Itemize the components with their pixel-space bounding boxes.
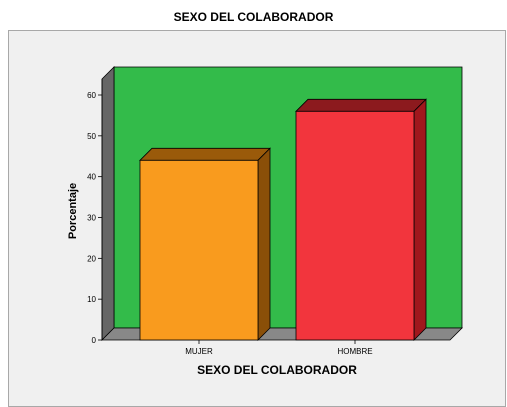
y-tick-label: 20 [87, 254, 96, 263]
y-tick-label: 30 [87, 214, 96, 223]
bar-mujer-top [139, 147, 271, 161]
x-axis-label: SEXO DEL COLABORADOR [197, 363, 357, 377]
y-tick-label: 10 [87, 295, 96, 304]
chart-title: SEXO DEL COLABORADOR [173, 10, 334, 24]
y-tick-label: 60 [87, 91, 96, 100]
y-tick-label: 0 [92, 336, 97, 345]
y-axis-label: Porcentaje [67, 183, 79, 239]
y-tick-label: 40 [87, 173, 96, 182]
y-tick-label: 50 [87, 132, 96, 141]
x-axis: MUJER HOMBRE [185, 340, 373, 356]
side-wall [101, 66, 115, 341]
x-tick-label-hombre: HOMBRE [337, 347, 372, 356]
bar-mujer [139, 159, 259, 341]
y-axis: 0 10 20 30 40 50 60 [87, 79, 103, 345]
x-tick-label-mujer: MUJER [185, 347, 213, 356]
bar-hombre-side [413, 98, 427, 341]
bar-hombre [295, 110, 415, 341]
bar-hombre-top [295, 98, 427, 112]
bar-mujer-side [257, 147, 271, 341]
bars [139, 98, 427, 341]
